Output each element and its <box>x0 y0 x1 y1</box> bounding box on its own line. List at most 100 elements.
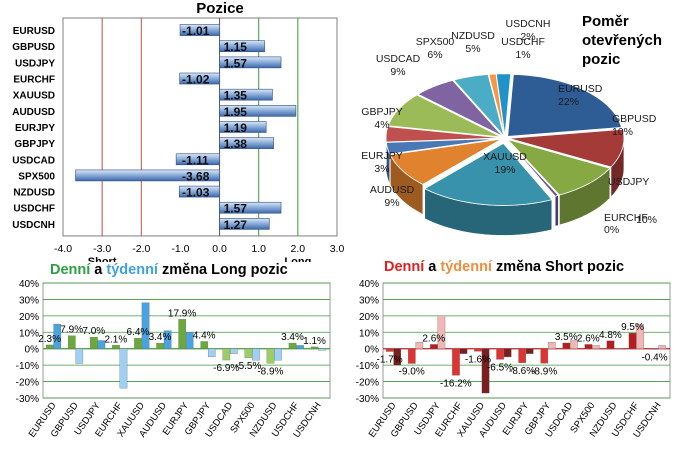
daily-bar <box>606 340 615 349</box>
x-tick-label: 2.0 <box>291 243 306 255</box>
daily-bar <box>156 342 164 349</box>
weekly-bar <box>503 348 512 358</box>
data-label: 2.6% <box>577 333 600 344</box>
position-value-label: 1.15 <box>224 40 248 54</box>
pair-label: AUDUSD <box>12 107 55 118</box>
short-title-daily: Denní <box>384 259 425 275</box>
short-change-chart: 40%30%20%10%0%-10%-20%-30%-1.7%EURUSD-9.… <box>356 279 671 440</box>
pie-slice-pct: 10% <box>612 126 633 138</box>
daily-bar <box>584 344 593 349</box>
pie-slice <box>385 126 502 143</box>
weekly-bar <box>547 341 556 349</box>
pie-title-line: otevřených <box>582 32 663 49</box>
data-label: 3.5% <box>555 332 578 343</box>
position-bar <box>179 72 220 85</box>
position-bar <box>179 24 220 36</box>
position-bar <box>175 153 220 166</box>
y-tick-label: 0% <box>25 345 40 356</box>
pie-slice <box>387 94 502 138</box>
pair-label: EURJPY <box>15 123 55 134</box>
data-label: 3.4% <box>281 332 304 343</box>
y-tick-label: -20% <box>16 378 39 389</box>
data-label: 7.0% <box>82 326 105 337</box>
data-label: -5.5% <box>235 361 261 372</box>
weekly-bar <box>318 348 326 351</box>
positions-title: Pozice <box>196 0 244 17</box>
daily-bar <box>68 335 76 349</box>
pie-slice-pct: 1% <box>515 49 530 61</box>
daily-bar <box>650 348 659 350</box>
position-bar <box>219 40 265 53</box>
x-tick-label: 3.0 <box>330 243 345 255</box>
daily-bar <box>45 344 54 349</box>
positions-chart: -4.0 -3.0 -2.0 -1.0 0.0 1.0 2.0 3.0 Short Long EUR… <box>12 17 345 262</box>
pie-slice-label: USDCHF <box>501 36 545 48</box>
position-bar <box>178 185 220 198</box>
short-title-weekly: týdenní <box>440 259 492 275</box>
y-tick-label: 20% <box>19 312 39 323</box>
pie-title-line: Poměr <box>582 13 629 30</box>
weekly-bar <box>207 348 216 358</box>
position-value-label: -3.68 <box>182 169 210 183</box>
pie-slice-label: USDJPY <box>608 176 649 188</box>
daily-bar <box>385 348 394 352</box>
y-tick-label: 30% <box>359 295 379 306</box>
weekly-bar <box>393 348 402 366</box>
pie-title: Poměr otevřených pozic <box>582 12 680 69</box>
y-tick-label: 20% <box>359 312 379 323</box>
y-tick-label: -10% <box>16 361 39 372</box>
pair-label: SPX500 <box>18 171 55 182</box>
pie-slice-label: USDCNH <box>506 18 551 30</box>
daily-bar <box>474 348 482 352</box>
daily-bar <box>112 345 120 349</box>
pair-label: XAUUSD <box>13 91 55 102</box>
pie-slice-side <box>554 194 559 227</box>
long-title-and: a <box>90 262 107 278</box>
y-tick-label: 0% <box>365 345 380 356</box>
daily-bar <box>540 348 549 364</box>
weekly-bar <box>459 348 468 354</box>
pie-slice <box>385 137 502 155</box>
pie-slice-label: USDCAD <box>376 53 421 65</box>
daily-bar <box>496 348 504 360</box>
pie-slice-pct: 10% <box>636 214 657 226</box>
y-tick-label: -10% <box>356 361 379 372</box>
position-bar <box>219 137 274 149</box>
data-label: 2.1% <box>104 334 127 345</box>
weekly-bar <box>614 348 622 350</box>
pie-slice <box>389 138 502 185</box>
position-bar <box>219 218 270 230</box>
x-tick-label: -2.0 <box>132 243 150 255</box>
pie-slice-pct: 5% <box>465 43 480 55</box>
daily-bar <box>628 332 637 349</box>
data-label: -0.4% <box>641 352 667 363</box>
daily-bar <box>408 348 416 364</box>
daily-bar <box>244 348 253 358</box>
x-tick-label: -1.0 <box>171 243 189 255</box>
position-value-label: 1.19 <box>224 121 248 135</box>
pie-slice-label: EURJPY <box>361 150 402 162</box>
pair-label: USDCNH <box>12 220 55 231</box>
plot-area <box>382 282 671 399</box>
weekly-bar <box>163 330 172 349</box>
pair-label: USDCHF <box>13 204 55 215</box>
position-value-label: 1.95 <box>224 105 248 119</box>
pair-label: NZDUSD <box>13 188 55 199</box>
pie-slice-label: AUDUSD <box>370 184 415 196</box>
position-bar <box>219 121 267 133</box>
daily-bar <box>310 346 319 349</box>
daily-bar <box>178 319 186 349</box>
pair-label: GBPJPY <box>14 139 55 150</box>
pie-slice <box>508 128 625 168</box>
pie-title-line: pozic <box>582 51 621 68</box>
weekly-bar <box>481 348 490 394</box>
daily-bar <box>134 338 142 349</box>
daily-bar <box>518 348 526 363</box>
y-tick-label: 10% <box>359 328 379 339</box>
pie-slice-pct: 6% <box>427 49 442 61</box>
position-value-label: -1.02 <box>182 73 210 87</box>
daily-bar <box>452 348 460 376</box>
pie-slice <box>506 138 611 196</box>
long-change-title: Denní a týdenní změna Long pozic <box>50 262 288 278</box>
position-bar <box>219 201 282 214</box>
